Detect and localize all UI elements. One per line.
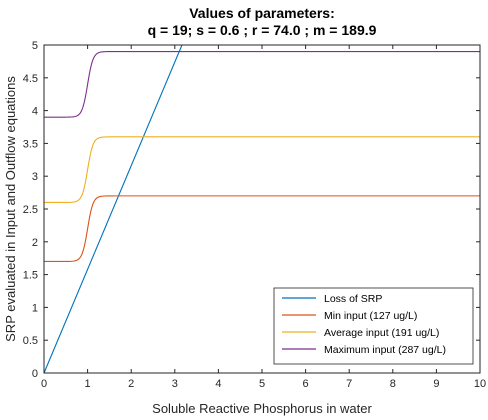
x-tick-label: 6 [303, 378, 309, 390]
chart-title-line1: Values of parameters: [189, 5, 335, 21]
x-tick-label: 7 [346, 378, 352, 390]
legend-label-3: Average input (191 ug/L) [324, 327, 439, 339]
series-line-4 [44, 51, 480, 118]
legend-label-4: Maximum input (287 ug/L) [324, 344, 446, 356]
legend-entries: Loss of SRP Min input (127 ug/L) Average i… [282, 293, 446, 356]
y-tick-label: 5 [32, 40, 38, 52]
y-tick-label: 0.5 [23, 335, 38, 347]
x-tick-label: 10 [474, 378, 486, 390]
legend-box [273, 287, 474, 365]
chart-title-line2: q = 19; s = 0.6 ; r = 74.0 ; m = 189.9 [148, 22, 377, 38]
x-axis-label: Soluble Reactive Phosphorus in water [152, 401, 372, 416]
legend-label-2: Min input (127 ug/L) [324, 310, 417, 322]
series-line-2 [44, 195, 480, 263]
series-line-1 [43, 44, 183, 374]
x-tick-label: 3 [172, 378, 178, 390]
legend-label-1: Loss of SRP [324, 293, 382, 305]
x-tick-label: 4 [215, 378, 221, 390]
series-line-3 [44, 136, 480, 203]
series-layer [43, 44, 480, 374]
y-tick-label: 2 [32, 237, 38, 249]
axis-ticks: 0 1 2 3 4 5 6 7 8 9 10 0 0.5 1 1.5 2 2.5 3 3.5 4 4.5 5 [23, 40, 486, 390]
y-tick-label: 3.5 [23, 138, 38, 150]
y-tick-label: 2.5 [23, 204, 38, 216]
y-tick-label: 3 [32, 171, 38, 183]
x-tick-label: 5 [259, 378, 265, 390]
x-tick-label: 8 [390, 378, 396, 390]
y-tick-label: 4 [32, 106, 38, 118]
y-tick-label: 1.5 [23, 270, 38, 282]
y-tick-label: 1 [32, 302, 38, 314]
y-tick-label: 4.5 [23, 73, 38, 85]
legend: Loss of SRP Min input (127 ug/L) Average i… [273, 287, 474, 365]
x-tick-label: 0 [41, 378, 47, 390]
x-tick-label: 9 [433, 378, 439, 390]
x-tick-label: 1 [85, 378, 91, 390]
x-tick-label: 2 [128, 378, 134, 390]
y-tick-label: 0 [32, 368, 38, 380]
y-axis-label: SRP evaluated in Input and Outflow equat… [3, 76, 18, 342]
